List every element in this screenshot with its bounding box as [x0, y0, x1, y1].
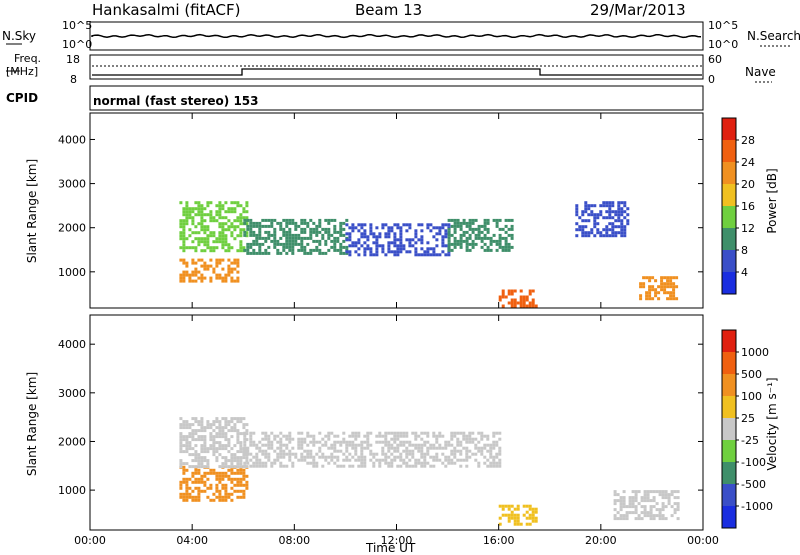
velocity-colorbar-label: Velocity [m s⁻¹] [765, 377, 779, 471]
log-tick-left-top: 10^5 [62, 19, 93, 32]
data-region-0 [179, 201, 249, 253]
velocity-data-layer [179, 417, 680, 526]
ytick-label-1: 2000 [58, 222, 86, 235]
colorbar-swatch-1 [722, 484, 736, 506]
colorbar-swatch-2 [722, 462, 736, 484]
data-region-3 [498, 504, 538, 526]
colorbar-swatch-5 [722, 396, 736, 418]
station-title: Hankasalmi (fitACF) [92, 1, 241, 19]
xtick-label-2: 08:00 [278, 534, 310, 547]
nave-label: Nave [745, 65, 776, 79]
nave-tick-top: 60 [708, 53, 722, 66]
data-region-0 [179, 465, 249, 502]
colorbar-tick-4: -25 [741, 434, 759, 447]
ytick-label-2: 3000 [58, 178, 86, 191]
colorbar-tick-4: 20 [741, 178, 755, 191]
colorbar-tick-5: 24 [741, 156, 755, 169]
data-region-6 [575, 201, 630, 238]
colorbar-swatch-3 [722, 206, 736, 228]
nsky-label: N.Sky [2, 29, 37, 43]
colorbar-tick-1: 8 [741, 244, 748, 257]
nsky-panel-frame [89, 21, 704, 51]
colorbar-swatch-5 [722, 162, 736, 184]
colorbar-swatch-2 [722, 228, 736, 250]
cpid-panel-frame [89, 85, 704, 111]
ytick-label-0: 1000 [58, 484, 86, 497]
velocity-panel-frame [89, 314, 704, 531]
beam-title: Beam 13 [355, 1, 423, 19]
data-region-3 [345, 223, 451, 257]
colorbar-tick-6: 28 [741, 134, 755, 147]
colorbar-swatch-0 [722, 506, 736, 528]
nsearch-label: N.Search [747, 29, 800, 43]
colorbar-frame [721, 329, 737, 529]
data-region-2 [243, 431, 502, 468]
cpid-label: CPID [6, 91, 39, 105]
freq-panel-frame [89, 54, 704, 80]
log-tick-right-top: 10^5 [708, 19, 739, 32]
time-axis-label: Time UT [366, 541, 416, 555]
colorbar-swatch-3 [722, 440, 736, 462]
colorbar-swatch-4 [722, 184, 736, 206]
colorbar-tick-3: 16 [741, 200, 755, 213]
ytick-label-1: 2000 [58, 435, 86, 448]
velocity-ylabel: Slant Range [km] [25, 371, 39, 477]
freq-label-line2: [MHz] [6, 65, 39, 78]
xtick-label-1: 04:00 [176, 534, 208, 547]
velocity-colorbar: 1000 500 100 25 -25 -100 -500 -1000 [721, 329, 773, 529]
power-data-layer [179, 201, 679, 308]
xtick-label-6: 00:00 [687, 534, 719, 547]
log-tick-right-bottom: 10^0 [708, 38, 739, 51]
colorbar-tick-2: 100 [741, 390, 762, 403]
data-region-4 [613, 490, 680, 521]
colorbar-tick-1: 500 [741, 368, 762, 381]
freq-tick-bottom: 8 [70, 73, 77, 86]
colorbar-swatch-6 [722, 374, 736, 396]
log-tick-left-bottom: 10^0 [62, 38, 93, 51]
date-title: 29/Mar/2013 [590, 1, 686, 19]
colorbar-tick-2: 12 [741, 222, 755, 235]
colorbar-swatch-0 [722, 272, 736, 294]
colorbar-swatch-1 [722, 250, 736, 272]
power-ylabel: Slant Range [km] [25, 158, 39, 264]
data-region-5 [498, 289, 538, 308]
velocity-axis-ticks: 1000 2000 3000 4000 00:00 04:00 08:00 12:00 16:0… [58, 315, 719, 547]
cpid-value: normal (fast stereo) 153 [93, 94, 259, 108]
ytick-label-2: 3000 [58, 387, 86, 400]
colorbar-tick-0: 4 [741, 266, 748, 279]
nave-tick-bottom: 0 [708, 73, 715, 86]
colorbar-tick-5: -100 [741, 456, 766, 469]
data-region-2 [243, 218, 349, 255]
ytick-label-0: 1000 [58, 266, 86, 279]
colorbar-swatch-6 [722, 140, 736, 162]
data-region-7 [639, 276, 679, 301]
ytick-label-3: 4000 [58, 338, 86, 351]
xtick-label-3: 12:00 [381, 534, 413, 547]
nsky-trace [91, 33, 702, 39]
power-axis-ticks: 1000 2000 3000 4000 [58, 113, 704, 308]
colorbar-tick-0: 1000 [741, 346, 769, 359]
colorbar-tick-7: -1000 [741, 500, 773, 513]
colorbar-swatch-7 [722, 352, 736, 374]
xtick-label-5: 20:00 [585, 534, 617, 547]
xtick-label-4: 16:00 [483, 534, 515, 547]
nave-trace [92, 68, 702, 76]
colorbar-tick-6: -500 [741, 478, 766, 491]
colorbar-swatch-8 [722, 330, 736, 352]
colorbar-swatch-7 [722, 118, 736, 140]
data-region-1 [179, 258, 240, 283]
colorbar-swatch-4 [722, 418, 736, 440]
freq-label-line1: Freq. [14, 52, 42, 65]
power-colorbar-label: Power [dB] [765, 168, 779, 234]
xtick-label-0: 00:00 [74, 534, 106, 547]
ytick-label-3: 4000 [58, 133, 86, 146]
data-region-4 [447, 218, 514, 252]
freq-tick-top: 18 [66, 53, 80, 66]
colorbar-tick-3: 25 [741, 412, 755, 425]
power-colorbar: 4 8 12 16 20 24 28 [721, 117, 755, 295]
